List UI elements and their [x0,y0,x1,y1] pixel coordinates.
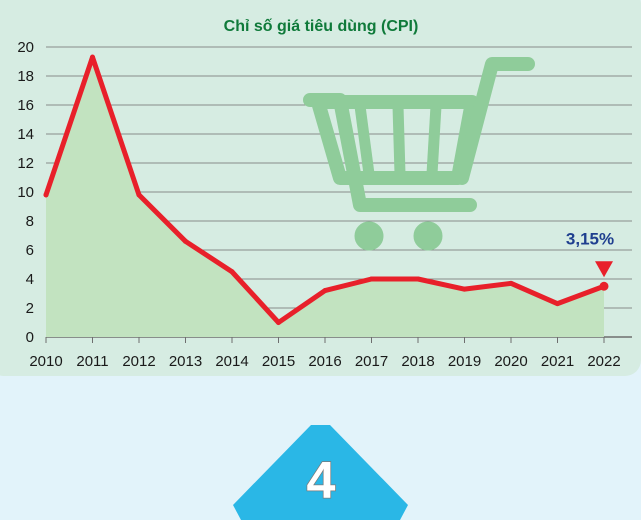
x-tick-label: 2016 [308,353,341,370]
x-tick-label: 2020 [494,353,527,370]
data-point-2020 [508,280,514,286]
data-point-2022 [599,281,609,291]
data-point-2019 [462,286,467,292]
y-tick-label: 20 [17,39,34,56]
x-tick-label: 2022 [587,353,620,370]
y-axis-ticks: 0 2 4 6 8 10 12 14 16 18 20 [17,39,34,346]
y-tick-label: 10 [17,184,34,201]
y-tick-label: 8 [26,213,34,230]
y-tick-label: 14 [17,126,34,143]
data-point-2010 [43,192,49,198]
x-tick-label: 2014 [215,353,248,370]
data-point-2011 [90,54,95,60]
badge-shape [233,425,408,520]
data-point-2015 [276,320,281,325]
x-tick-label: 2012 [122,353,155,370]
cpi-area-fill [46,57,604,338]
y-tick-label: 18 [17,68,34,85]
y-tick-label: 0 [26,329,34,346]
badge-number: 4 [307,452,336,510]
annotation-label: 3,15% [566,229,614,248]
data-point-2014 [229,269,235,275]
x-tick-label: 2017 [355,353,388,370]
data-point-2013 [183,238,188,244]
x-tick-label: 2021 [541,353,574,370]
data-point-2016 [322,288,328,294]
y-tick-label: 2 [26,300,34,317]
x-tick-label: 2018 [401,353,434,370]
data-points [43,54,609,325]
y-tick-label: 6 [26,242,34,259]
x-tick-label: 2013 [169,353,202,370]
badge: 4 [233,425,408,520]
data-point-2012 [136,192,142,198]
x-tick-label: 2010 [29,353,62,370]
shopping-cart-icon [303,57,535,251]
x-tick-label: 2011 [76,353,108,370]
data-point-2017 [369,276,374,282]
triangle-down-icon [595,261,613,278]
data-point-2018 [415,276,421,282]
chart-title: Chỉ số giá tiêu dùng (CPI) [224,18,419,35]
x-axis-ticks: 2010 2011 2012 2013 2014 2015 2016 2017 2018 2019… [29,337,621,370]
y-tick-label: 4 [26,271,34,288]
y-tick-label: 12 [17,155,34,172]
y-tick-label: 16 [17,97,34,114]
data-point-2021 [555,301,560,307]
x-tick-label: 2015 [262,353,295,370]
x-tick-label: 2019 [448,353,481,370]
